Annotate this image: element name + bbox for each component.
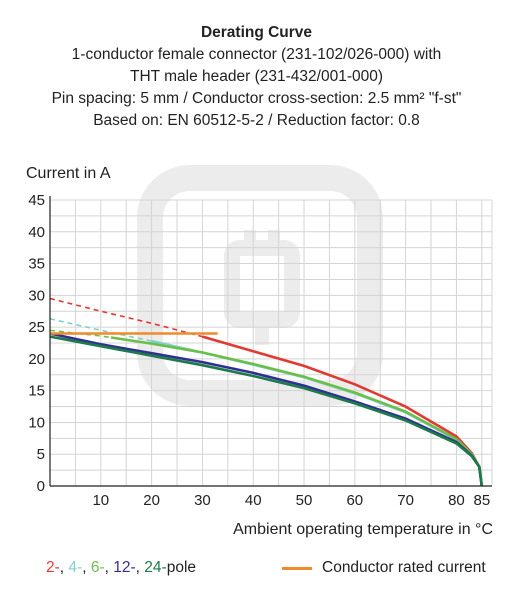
x-tick-label: 30 — [194, 492, 211, 509]
x-tick-label: 80 — [448, 492, 465, 509]
x-tick-label: 60 — [346, 492, 363, 509]
legend-label-12: 12- — [113, 559, 136, 576]
chart-title-block: Derating Curve 1-conductor female connec… — [0, 22, 513, 132]
x-tick-label: 85 — [473, 492, 490, 509]
x-tick-label: 40 — [245, 492, 262, 509]
y-tick-label: 10 — [28, 414, 45, 431]
chart-subtitle-3: Pin spacing: 5 mm / Conductor cross-sect… — [51, 90, 462, 107]
chart-title: Derating Curve — [200, 24, 313, 41]
legend-rated-current-label: Conductor rated current — [322, 559, 486, 576]
y-tick-label: 5 — [37, 446, 45, 463]
legend-sep-4: , — [135, 559, 145, 576]
x-tick-label: 10 — [92, 492, 109, 509]
x-tick-label: 20 — [143, 492, 160, 509]
y-tick-label: 40 — [28, 224, 45, 241]
y-tick-label: 0 — [37, 478, 45, 495]
watermark-logo-icon — [137, 165, 383, 406]
legend-label-4: 4- — [68, 559, 83, 576]
chart-subtitle-4: Based on: EN 60512-5-2 / Reduction facto… — [93, 112, 420, 129]
series-line-3 — [49, 332, 484, 487]
legend-label-2: 2- — [46, 559, 60, 576]
y-tick-label: 30 — [28, 287, 45, 304]
legend-sep-2: , — [82, 559, 91, 576]
legend-sep-3: , — [104, 559, 114, 576]
series-line-dashed-0 — [49, 297, 203, 338]
y-tick-label: 15 — [28, 383, 45, 400]
series-line-dashed-2 — [49, 329, 112, 339]
legend-rated-current: Conductor rated current — [282, 558, 486, 578]
watermark-frame — [137, 165, 383, 406]
chart-subtitle-2: THT male header (231-432/001-000) — [129, 68, 384, 85]
x-tick-label: 50 — [296, 492, 313, 509]
legend-rated-current-swatch — [282, 566, 312, 570]
chart-series — [49, 297, 484, 487]
y-tick-label: 35 — [28, 256, 45, 273]
legend-label-6: 6- — [90, 559, 105, 576]
x-axis-label: Ambient operating temperature in °C — [233, 521, 493, 538]
y-tick-label: 20 — [28, 351, 45, 368]
y-tick-label: 25 — [28, 319, 45, 336]
y-axis-label: Current in A — [26, 165, 111, 182]
x-tick-label: 70 — [397, 492, 414, 509]
series-line-4 — [49, 335, 484, 487]
legend-sep-1: , — [59, 559, 69, 576]
watermark-plug — [224, 240, 300, 328]
chart-axes: 0 5 10 15 20 25 30 35 40 45 10 20 30 40 50 60 70 80 85 — [28, 192, 492, 509]
legend-pole-suffix: pole — [166, 559, 197, 576]
chart-subtitle-1: 1-conductor female connector (231-102/02… — [71, 46, 442, 63]
y-tick-label: 45 — [28, 192, 45, 209]
legend-label-24: 24- — [144, 559, 167, 576]
legend-poles: 2-, 4-, 6-, 12-, 24-pole — [46, 558, 196, 578]
